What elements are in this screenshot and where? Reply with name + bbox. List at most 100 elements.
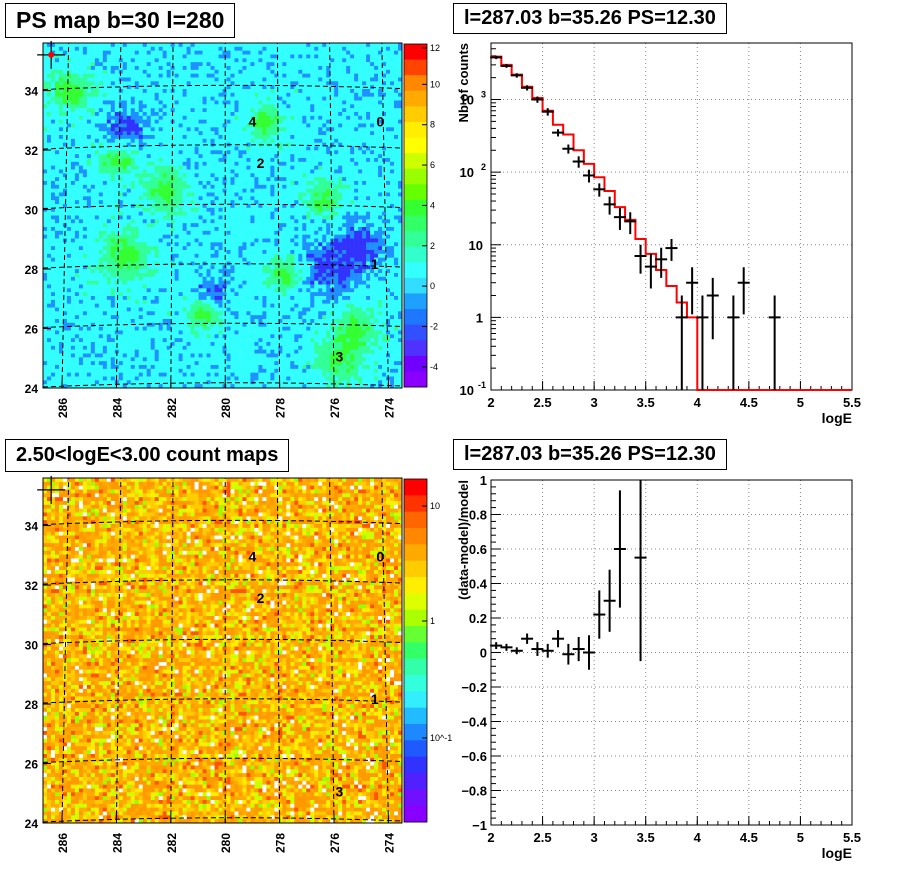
- map-cell: [66, 204, 72, 209]
- map-cell: [390, 104, 395, 109]
- map-cell: [254, 108, 259, 113]
- map-cell: [54, 200, 60, 205]
- map-cell: [202, 211, 207, 216]
- map-cell: [86, 154, 92, 159]
- map-cell: [382, 81, 387, 86]
- map-cell: [62, 242, 68, 247]
- map-cell: [70, 100, 76, 105]
- map-cell: [98, 211, 104, 216]
- map-cell: [86, 77, 92, 82]
- map-cell: [130, 196, 136, 201]
- map-cell: [262, 207, 267, 212]
- map-cell: [374, 100, 379, 105]
- map-cell: [54, 192, 60, 197]
- map-cell: [62, 43, 68, 48]
- map-cell: [302, 119, 307, 124]
- map-cell: [230, 165, 235, 170]
- map-cell: [226, 73, 231, 78]
- map-cell: [126, 154, 132, 159]
- map-cell: [398, 135, 402, 140]
- map-cell: [46, 112, 52, 117]
- map-cell: [366, 89, 371, 94]
- map-cell: [278, 192, 283, 197]
- map-cell: [350, 89, 355, 94]
- map-cell: [94, 66, 100, 71]
- map-cell: [146, 154, 151, 159]
- map-cell: [334, 46, 339, 51]
- map-cell: [166, 54, 171, 59]
- map-cell: [43, 46, 48, 51]
- map-cell: [342, 89, 347, 94]
- map-cell: [114, 131, 120, 136]
- map-cell: [138, 246, 144, 251]
- map-cell: [90, 238, 96, 243]
- map-cell: [314, 73, 319, 78]
- map-cell: [334, 81, 339, 86]
- map-cell: [322, 123, 327, 128]
- map-cell: [246, 62, 251, 67]
- map-cell: [238, 127, 243, 132]
- map-cell: [242, 161, 247, 166]
- map-cell: [154, 173, 159, 178]
- map-cell: [322, 169, 327, 174]
- map-cell: [390, 161, 395, 166]
- map-cell: [202, 135, 207, 140]
- map-cell: [54, 196, 60, 201]
- map-cell: [286, 58, 291, 63]
- map-cell: [142, 89, 148, 94]
- map-cell: [394, 127, 399, 132]
- map-cell: [386, 112, 391, 117]
- map-cell: [230, 119, 235, 124]
- map-cell: [198, 127, 203, 132]
- map-cell: [110, 73, 116, 78]
- map-cell: [54, 108, 60, 113]
- map-cell: [226, 169, 231, 174]
- map-cell: [214, 85, 219, 90]
- map-cell: [330, 69, 335, 74]
- map-cell: [242, 66, 247, 71]
- map-cell: [378, 50, 383, 55]
- map-cell: [390, 54, 395, 59]
- map-cell: [118, 173, 124, 178]
- map-cell: [386, 96, 391, 101]
- map-cell: [386, 177, 391, 182]
- map-cell: [278, 150, 283, 155]
- map-cell: [246, 192, 251, 197]
- map-cell: [238, 131, 243, 136]
- map-cell: [394, 58, 399, 63]
- map-cell: [250, 73, 255, 78]
- map-cell: [250, 54, 255, 59]
- map-cell: [66, 146, 72, 151]
- map-cell: [182, 169, 187, 174]
- map-cell: [170, 115, 175, 120]
- map-cell: [98, 150, 104, 155]
- map-cell: [66, 58, 72, 63]
- map-cell: [310, 112, 315, 117]
- map-cell: [134, 43, 140, 48]
- map-cell: [286, 50, 291, 55]
- map-cell: [222, 196, 227, 201]
- map-cell: [118, 250, 124, 255]
- map-cell: [170, 66, 175, 71]
- map-cell: [106, 188, 112, 193]
- map-cell: [266, 66, 271, 71]
- map-cell: [270, 89, 275, 94]
- map-cell: [150, 188, 155, 193]
- map-cell: [282, 85, 287, 90]
- map-cell: [106, 215, 112, 220]
- map-cell: [370, 89, 375, 94]
- map-cell: [222, 242, 227, 247]
- map-cell: [62, 200, 68, 205]
- map-cell: [158, 66, 163, 71]
- map-cell: [154, 112, 159, 117]
- map-cell: [190, 250, 195, 255]
- map-cell: [350, 46, 355, 51]
- map-cell: [78, 123, 84, 128]
- map-cell: [354, 250, 359, 255]
- map-cell: [386, 66, 391, 71]
- map-cell: [214, 127, 219, 132]
- map-cell: [298, 158, 303, 163]
- map-cell: [298, 54, 303, 59]
- map-cell: [58, 123, 64, 128]
- map-cell: [166, 246, 171, 251]
